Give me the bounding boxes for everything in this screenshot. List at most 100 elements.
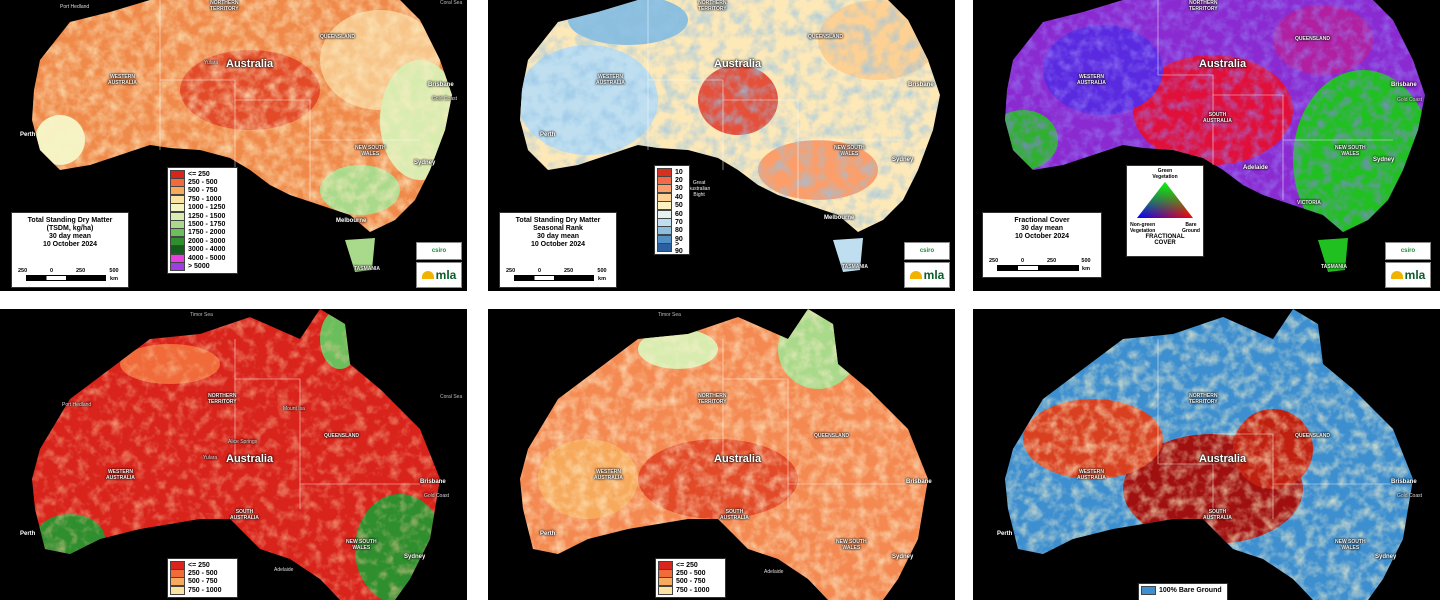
state-qld: QUEENSLAND (808, 34, 844, 40)
state-qld: QUEENSLAND (1295, 433, 1331, 439)
map-panel-seasonal-rank: NORTHERN TERRITORY QUEENSLAND WESTERN AU… (488, 0, 955, 291)
state-nt: NORTHERN TERRITORY (210, 0, 239, 12)
scale-bar-graphic (514, 275, 594, 281)
city-brisbane: Brisbane (906, 479, 932, 485)
state-nt: NORTHERN TERRITORY (208, 393, 237, 405)
legend-label: 3000 - 4000 (188, 246, 226, 254)
legend-label: 500 - 750 (676, 578, 706, 586)
state-wa: WESTERN AUSTRALIA (1077, 469, 1106, 481)
country-label: Australia (1199, 453, 1247, 465)
map-panel-fractional-cover: NORTHERN TERRITORY QUEENSLAND WESTERN AU… (973, 0, 1440, 291)
title-line-4: 10 October 2024 (530, 241, 586, 248)
city-brisbane: Brisbane (420, 479, 446, 485)
city-sydney: Sydney (414, 160, 436, 166)
city-perth: Perth (20, 132, 36, 138)
legend-label: 100% Bare Ground (1159, 586, 1222, 594)
legend-bottom-middle: <= 250 250 - 500 500 - 750 750 - 1000 (655, 558, 726, 598)
city-sydney: Sydney (1375, 554, 1397, 560)
triangle-top-label: Green Vegetation (1152, 168, 1178, 180)
legend-label: 500 - 750 (188, 578, 218, 586)
mla-logo-text: mla (1404, 268, 1426, 282)
csiro-logo: csiro (904, 242, 950, 260)
mla-logo: mla (904, 262, 950, 288)
mla-sun-icon (1390, 271, 1403, 279)
title-box-tsdm: Total Standing Dry Matter (TSDM, kg/ha) … (11, 212, 129, 288)
legend-label: 20 (675, 177, 683, 185)
city-perth: Perth (20, 531, 36, 537)
state-wa: WESTERN AUSTRALIA (106, 469, 135, 481)
legend-bottom-right: 100% Bare Ground (1138, 583, 1228, 600)
title-line-2: Seasonal Rank (533, 225, 583, 232)
legend-label: <= 250 (188, 170, 210, 178)
csiro-logo: csiro (1385, 242, 1431, 260)
title-line-3: 10 October 2024 (1014, 233, 1070, 240)
city-melbourne: Melbourne (336, 218, 367, 224)
state-qld: QUEENSLAND (814, 433, 850, 439)
city-perth: Perth (997, 531, 1013, 537)
scale-bar: 250 0 250 500 km (506, 267, 610, 282)
legend-label: 1000 - 1250 (188, 204, 226, 212)
legend-item: 750 - 1000 (170, 585, 235, 595)
legend-item: > 90 (657, 240, 687, 255)
triangle-color-icon (1137, 182, 1193, 218)
triangle-right-label: Bare Ground (1181, 222, 1200, 234)
scale-label-left: 250 (18, 268, 28, 274)
title-box-fractional-cover: Fractional Cover 30 day mean 10 October … (982, 212, 1102, 278)
state-sa: SOUTH AUSTRALIA (1203, 112, 1232, 124)
scale-label-zero: 0 (538, 268, 542, 274)
triangle-left-label: Non-green Vegetation (1130, 222, 1156, 234)
legend-label: <= 250 (188, 561, 210, 569)
scale-bar: 250 0 250 500 km (989, 257, 1095, 272)
legend-label: > 90 (675, 240, 683, 255)
city-port-hedland: Port Hedland (62, 402, 92, 408)
seasonal-rank-map (520, 0, 940, 272)
state-nsw: NEW SOUTH WALES (834, 145, 865, 157)
bottom-middle-map (520, 309, 928, 600)
legend-swatch (1141, 585, 1156, 595)
legend-label: 750 - 1000 (188, 195, 222, 203)
country-label: Australia (1199, 58, 1247, 70)
city-yulara: Yulara (204, 60, 219, 66)
map-panel-bottom-left: Timor Sea Coral Sea Port Hedland NORTHER… (0, 309, 467, 600)
title-line-3: 30 day mean (536, 233, 580, 240)
scale-label-left: 250 (506, 268, 516, 274)
city-perth: Perth (540, 132, 556, 138)
state-tas: TASMANIA (842, 264, 869, 270)
legend-item: 750 - 1000 (658, 585, 723, 595)
legend-item: > 5000 (170, 262, 235, 271)
city-gold-coast: Gold Coast (432, 96, 458, 102)
city-brisbane: Brisbane (428, 82, 454, 88)
scale-label-left: 250 (989, 258, 999, 264)
sea-timor: Timor Sea (190, 312, 213, 318)
legend-label: 500 - 750 (188, 187, 218, 195)
state-nt: NORTHERN TERRITORY (698, 393, 727, 405)
legend-label: 90 (675, 235, 683, 243)
city-brisbane: Brisbane (908, 82, 934, 88)
title-line-2: (TSDM, kg/ha) (46, 225, 94, 232)
fractional-cover-map (1005, 0, 1425, 272)
city-sydney: Sydney (404, 554, 426, 560)
title-line-1: Total Standing Dry Matter (27, 217, 113, 224)
bottom-left-map (32, 309, 440, 600)
state-nsw: NEW SOUTH WALES (1335, 145, 1366, 157)
city-brisbane: Brisbane (1391, 82, 1417, 88)
state-nt: NORTHERN TERRITORY (1189, 393, 1218, 405)
scale-bar: 250 0 250 500 km (18, 267, 122, 282)
city-brisbane: Brisbane (1391, 479, 1417, 485)
city-adelaide: Adelaide (1243, 165, 1269, 171)
state-wa: WESTERN AUSTRALIA (596, 74, 625, 86)
legend-label: 40 (675, 193, 683, 201)
legend-label: 2000 - 3000 (188, 237, 226, 245)
state-nt: NORTHERN TERRITORY (698, 0, 727, 12)
legend-label: 250 - 500 (188, 179, 218, 187)
legend-label: 1750 - 2000 (188, 229, 226, 237)
scale-label-mid: 250 (1047, 258, 1057, 264)
legend-label: 250 - 500 (188, 570, 218, 578)
country-label: Australia (226, 453, 274, 465)
scale-label-right: 500 km (597, 268, 607, 282)
state-nsw: NEW SOUTH WALES (355, 145, 386, 157)
legend-label: 60 (675, 210, 683, 218)
legend-label: 750 - 1000 (188, 586, 222, 594)
mla-sun-icon (909, 271, 922, 279)
title-line-2: 30 day mean (1020, 225, 1064, 232)
